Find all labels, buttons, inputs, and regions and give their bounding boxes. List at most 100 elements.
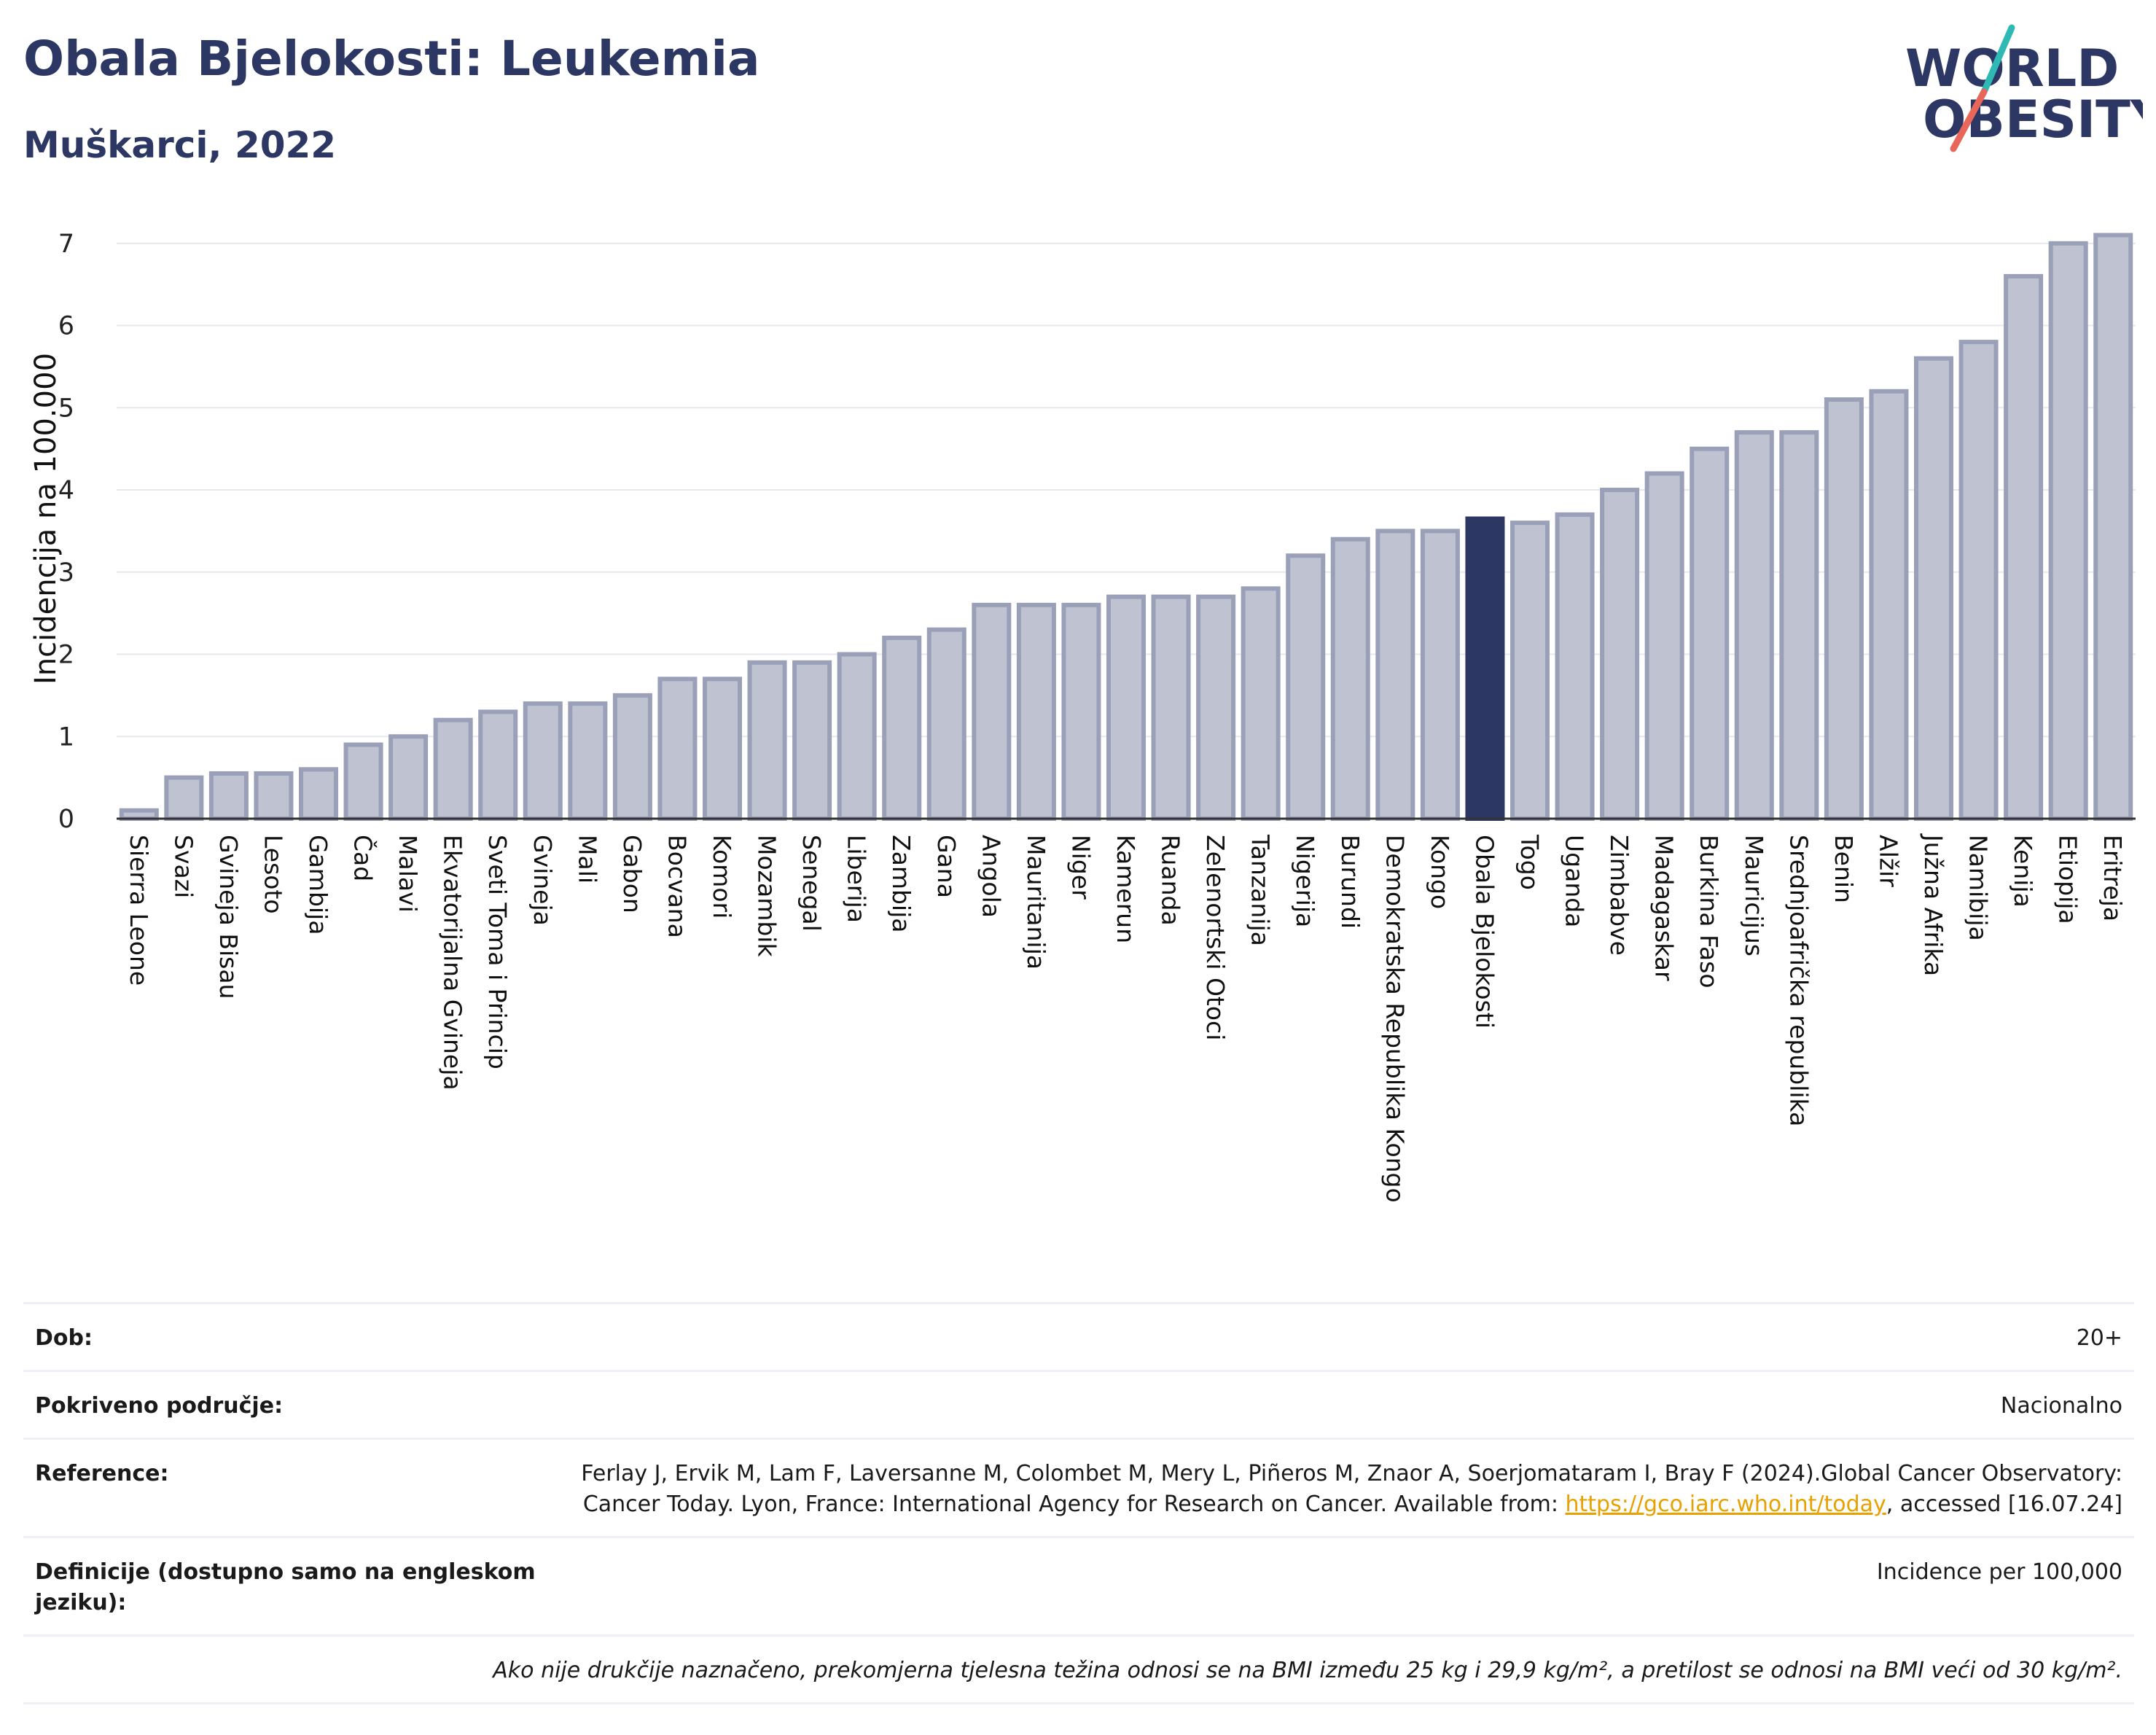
bar [657, 677, 698, 821]
info-note: Ako nije drukčije naznačeno, prekomjerna… [493, 1658, 2122, 1683]
x-tick-label: Kongo [1426, 835, 1454, 909]
x-tick-label: Burkina Faso [1695, 835, 1723, 989]
x-tick-label: Madagaskar [1650, 835, 1679, 981]
x-tick-label: Mauricijus [1740, 835, 1768, 956]
bar [1196, 594, 1236, 821]
x-tick-label: Mali [573, 835, 601, 884]
y-tick-label: 5 [58, 394, 74, 423]
y-tick-label: 7 [58, 230, 74, 259]
x-tick-label: Srednjoafrička republika [1784, 835, 1813, 1126]
x-tick-label: Niger [1066, 835, 1095, 900]
info-label-reference: Reference: [35, 1461, 169, 1486]
bar [1690, 446, 1730, 821]
bar [343, 742, 383, 821]
reference-accessed: , accessed [16.07.24] [1886, 1492, 2122, 1517]
bar [1555, 512, 1595, 822]
x-tick-label: Mozambik [753, 835, 781, 957]
x-tick-label: Benin [1829, 835, 1858, 903]
x-tick-label: Uganda [1561, 835, 1589, 927]
info-label-age: Dob: [35, 1325, 93, 1351]
bar [882, 635, 922, 821]
bar [747, 660, 787, 821]
y-tick-label: 0 [58, 805, 74, 834]
bar [119, 808, 159, 822]
bar [1779, 430, 1819, 821]
bar [1734, 430, 1774, 821]
bar [523, 701, 563, 821]
x-tick-label: Gvineja [528, 835, 557, 926]
x-tick-label: Liberija [843, 835, 871, 923]
logo-slash-coral [1950, 88, 1988, 152]
x-tick-label: Čad [349, 835, 378, 881]
bar [1106, 594, 1147, 821]
bar [2093, 233, 2133, 821]
bar [1913, 356, 1954, 821]
info-label-coverage: Pokriveno područje: [35, 1393, 284, 1419]
info-value-coverage: Nacionalno [2000, 1393, 2122, 1419]
chart-title: Obala Bjelokosti: Leukemia [23, 31, 760, 87]
bar [1420, 529, 1460, 821]
info-value-definitions: Incidence per 100,000 [1876, 1559, 2122, 1585]
bar [254, 771, 294, 822]
x-axis-labels: Sierra Leone Svazi Gvineja Bisau Lesoto Gamb… [125, 833, 2127, 1203]
world-obesity-logo: WORLD OBESITY [1905, 24, 2143, 152]
x-tick-label: Alžir [1874, 835, 1902, 887]
x-tick-label: Gana [932, 835, 961, 898]
chart-subtitle: Muškarci, 2022 [23, 124, 337, 166]
bar [1869, 389, 1909, 821]
bar [1824, 397, 1864, 821]
info-row-age: Dob: 20+ [23, 1302, 2134, 1370]
info-row-coverage: Pokriveno područje: Nacionalno [23, 1370, 2134, 1438]
x-tick-label: Malavi [394, 835, 422, 913]
bar [1644, 471, 1684, 821]
bar [1286, 553, 1326, 821]
bar [164, 775, 204, 821]
x-tick-label: Lesoto [259, 835, 287, 914]
bar [702, 677, 743, 821]
x-tick-label: Mauritanija [1022, 835, 1050, 970]
reference-text: Ferlay J, Ervik M, Lam F, Laversanne M, … [581, 1461, 2122, 1517]
x-tick-label: Sveti Toma i Princip [483, 835, 512, 1069]
bar [433, 717, 473, 822]
bar [1151, 594, 1191, 821]
info-row-reference: Reference: Ferlay J, Ervik M, Lam F, Lav… [23, 1438, 2134, 1536]
x-tick-label: Eritreja [2098, 835, 2127, 921]
info-row-definitions: Definicije (dostupno samo na engleskom j… [23, 1536, 2134, 1634]
x-tick-label: Burundi [1336, 835, 1364, 929]
y-tick-label: 1 [58, 722, 74, 752]
x-tick-label: Komori [708, 835, 736, 919]
bar [1375, 529, 1415, 821]
bar [208, 771, 249, 822]
x-tick-label: Obala Bjelokosti [1470, 835, 1499, 1029]
x-tick-label: Gvineja Bisau [214, 835, 243, 999]
logo-slash-teal [1980, 24, 2015, 95]
bar [1330, 537, 1370, 821]
x-tick-label: Zelenortski Otoci [1201, 835, 1230, 1040]
bar [1016, 602, 1056, 821]
bar-highlight [1465, 516, 1505, 821]
info-label-definitions: Definicije (dostupno samo na engleskom j… [35, 1559, 536, 1615]
y-axis-ticks: 0 1 2 3 4 5 6 7 [58, 230, 74, 834]
y-tick-label: 2 [58, 641, 74, 670]
bar [2048, 241, 2088, 822]
bar [1241, 586, 1281, 822]
bar [2004, 273, 2044, 822]
bar [1061, 602, 1101, 821]
logo-text-world: WORLD [1905, 39, 2119, 98]
x-tick-label: Zambija [887, 835, 915, 932]
reference-link[interactable]: https://gco.iarc.who.int/today [1565, 1492, 1886, 1517]
bar [1958, 340, 1999, 821]
bar [612, 693, 652, 821]
x-tick-label: Kamerun [1112, 835, 1140, 943]
y-tick-label: 4 [58, 476, 74, 505]
x-tick-label: Zimbabve [1605, 835, 1633, 956]
x-tick-label: Angola [977, 835, 1005, 918]
bar [1600, 488, 1640, 821]
x-tick-label: Južna Afrika [1919, 833, 1948, 976]
x-tick-label: Tanzanija [1246, 834, 1275, 946]
bar [298, 767, 339, 822]
bar [792, 660, 832, 821]
y-axis-label: Incidencija na 100.000 [29, 353, 63, 685]
x-tick-label: Etiopija [2054, 835, 2082, 924]
bar [388, 734, 429, 821]
